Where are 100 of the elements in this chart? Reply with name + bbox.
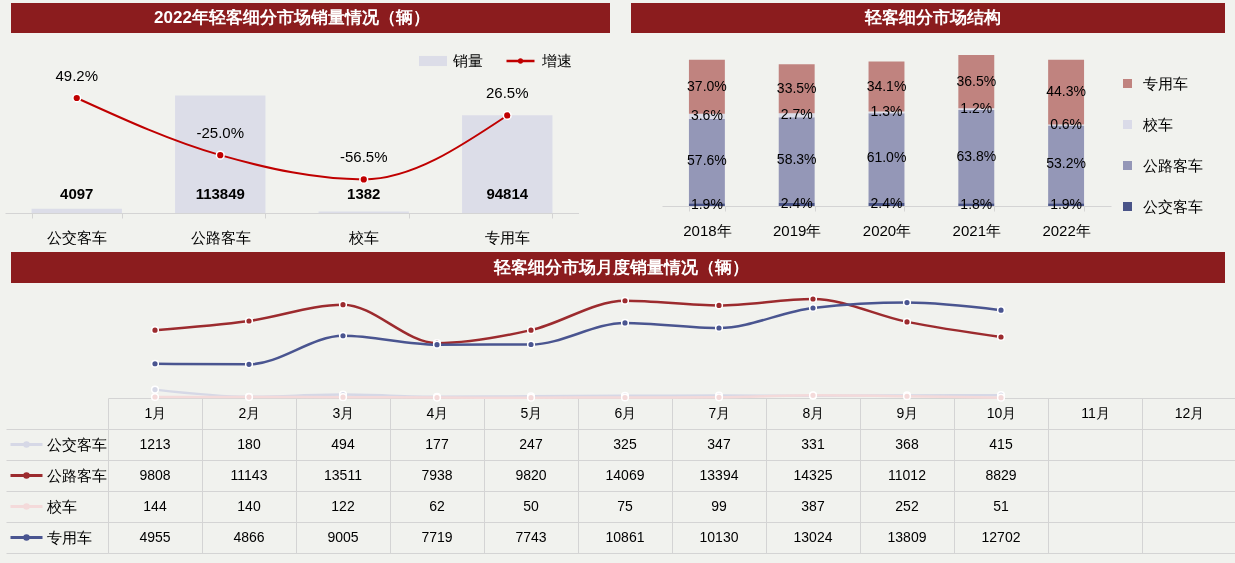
data-label: 1.9% [1050, 195, 1083, 212]
data-label: 10861 [605, 528, 645, 545]
x-tick-label: 9月 [896, 405, 919, 421]
data-label: 94814 [486, 185, 529, 202]
data-label: 331 [801, 435, 825, 452]
data-label: 368 [895, 435, 919, 452]
data-label: 7719 [421, 528, 453, 545]
legend-label: 校车 [1142, 115, 1173, 133]
data-label: 3.6% [690, 107, 723, 124]
x-tick-label: 2018年 [683, 221, 732, 239]
data-label: 99 [711, 497, 727, 514]
legend-label: 公路客车 [1143, 156, 1203, 174]
point [996, 332, 1006, 342]
data-label: 8829 [985, 466, 1017, 483]
legend-label: 专用车 [47, 528, 92, 546]
point [714, 323, 724, 333]
data-label: 14325 [793, 466, 833, 483]
data-label: 122 [331, 497, 355, 514]
x-tick-label: 10月 [986, 405, 1017, 421]
point [526, 326, 536, 335]
data-label: 180 [237, 435, 261, 452]
data-label: -56.5% [339, 148, 388, 166]
bar [462, 115, 553, 213]
point [620, 296, 630, 305]
x-tick-label: 4月 [426, 405, 449, 421]
data-label: 75 [617, 497, 633, 514]
data-label: 49.2% [55, 67, 99, 84]
point [150, 385, 160, 394]
point [808, 303, 818, 313]
data-label: 1.8% [960, 195, 993, 212]
bar [175, 95, 266, 213]
point [502, 110, 512, 121]
x-tick-label: 2021年 [952, 221, 1001, 239]
data-label: 347 [707, 435, 731, 452]
data-label: 57.6% [687, 152, 727, 169]
data-label: 13809 [887, 528, 927, 545]
x-tick-label: 12月 [1174, 405, 1205, 421]
data-label: 415 [989, 435, 1013, 452]
legend-label: 公交客车 [47, 435, 107, 453]
x-tick-label: 公路客车 [190, 228, 251, 246]
data-label: 13394 [699, 466, 739, 483]
data-label: 2.7% [780, 106, 813, 123]
data-label: 13511 [324, 466, 363, 483]
point [72, 93, 82, 103]
data-label: 62 [429, 497, 445, 514]
point [714, 301, 724, 310]
point [808, 294, 818, 304]
data-label: 9005 [327, 528, 359, 545]
legend-label: 公交客车 [1143, 197, 1203, 215]
point [215, 150, 225, 160]
x-tick-label: 专用车 [485, 228, 531, 246]
x-tick-label: 8月 [802, 405, 825, 421]
data-label: 10130 [699, 528, 739, 545]
data-label: 9820 [515, 466, 547, 483]
point [526, 340, 536, 349]
x-tick-label: 3月 [332, 405, 355, 421]
data-label: 13024 [793, 528, 833, 545]
data-label: 11012 [888, 466, 927, 483]
x-tick-label: 公交客车 [47, 228, 108, 246]
x-tick-label: 2019年 [773, 221, 822, 239]
data-label: 247 [519, 435, 543, 452]
x-tick-label: 校车 [348, 228, 380, 246]
data-label: 12702 [981, 528, 1021, 545]
data-label: 7938 [421, 466, 453, 483]
point [244, 316, 254, 326]
data-label: 1382 [347, 185, 381, 202]
point [902, 298, 912, 307]
data-label: 58.3% [776, 150, 817, 167]
point [244, 360, 254, 369]
point [150, 359, 160, 368]
data-label: 63.8% [956, 147, 997, 164]
x-tick-label: 5月 [520, 405, 543, 421]
data-label: 26.5% [485, 84, 529, 102]
chart-title: 轻客细分市场结构 [863, 8, 1001, 27]
point [150, 326, 160, 335]
chart-title: 2022年轻客细分市场销量情况（辆） [154, 8, 430, 27]
data-label: 494 [331, 435, 355, 452]
x-tick-label: 11月 [1081, 405, 1110, 421]
data-label: 11143 [230, 466, 268, 483]
data-label: 2.4% [870, 195, 903, 212]
data-label: 4866 [233, 528, 265, 545]
point [150, 392, 160, 402]
data-label: 140 [237, 497, 261, 514]
data-label: 51 [993, 497, 1009, 514]
x-tick-label: 2022年 [1042, 221, 1091, 239]
data-label: 387 [801, 497, 825, 514]
point [338, 300, 348, 309]
data-label: 50 [523, 497, 539, 514]
data-label: 1213 [139, 435, 171, 452]
data-label: 61.0% [866, 148, 907, 165]
legend-label: 销量 [452, 52, 483, 69]
legend-label: 增速 [541, 52, 572, 69]
data-label: 53.2% [1046, 155, 1086, 172]
legend-label: 公路客车 [47, 466, 107, 484]
data-label: 7743 [515, 528, 547, 545]
x-tick-label: 6月 [614, 405, 637, 421]
data-label: 252 [895, 497, 919, 514]
point [620, 318, 630, 328]
legend-label: 专用车 [1143, 74, 1188, 92]
data-label: 1.9% [690, 195, 723, 212]
